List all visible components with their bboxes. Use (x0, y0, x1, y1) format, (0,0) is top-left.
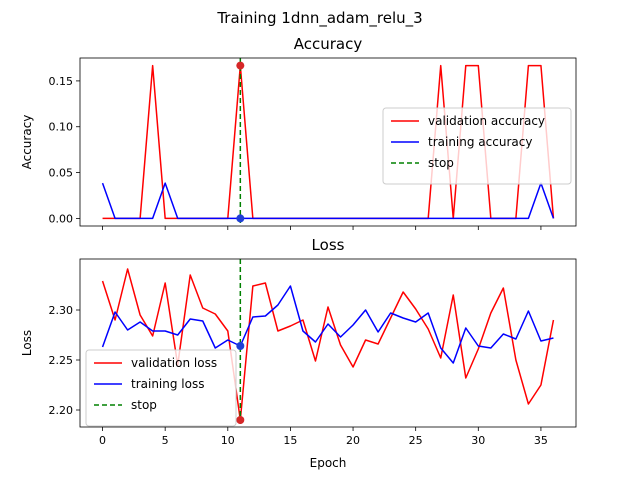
legend-entry-validation-label: validation accuracy (428, 114, 545, 128)
legend: validation loss training loss stop (85, 349, 237, 427)
panel-title: Loss (312, 236, 345, 254)
y-tick-label: 0.15 (49, 75, 74, 88)
figure-suptitle: Training 1dnn_adam_relu_3 (216, 9, 422, 28)
accuracy-panel: Accuracy Accuracy 0.00 0.05 0.10 0.15 validati… (20, 35, 577, 230)
x-tick-label: 30 (471, 434, 485, 447)
x-tick-label: 5 (162, 434, 169, 447)
panel-title: Accuracy (294, 35, 363, 53)
x-tick-label: 10 (221, 434, 235, 447)
legend-box (85, 349, 237, 427)
y-tick-label: 0.05 (49, 167, 74, 180)
legend-entry-training-label: training accuracy (428, 135, 532, 149)
y-axis-label: Loss (20, 330, 34, 356)
x-axis-label: Epoch (310, 456, 347, 470)
x-tick-label: 35 (534, 434, 548, 447)
y-tick-label: 0.10 (49, 121, 74, 134)
stop-point-marker (236, 416, 245, 424)
stop-point-marker (236, 61, 245, 70)
legend-entry-stop-label: stop (428, 156, 454, 170)
x-tick-label: 25 (409, 434, 423, 447)
series-line-training (101, 285, 554, 364)
y-tick-label: 2.30 (49, 304, 74, 317)
legend-box (382, 107, 572, 185)
legend-entry-training-label: training loss (131, 377, 204, 391)
stop-point-marker (236, 214, 245, 223)
y-tick-label: 2.20 (49, 404, 74, 417)
y-tick-label: 2.25 (49, 354, 74, 367)
y-axis-label: Accuracy (20, 115, 34, 170)
y-tick-label: 0.00 (49, 212, 74, 225)
legend-entry-stop-label: stop (131, 398, 157, 412)
x-tick-label: 20 (346, 434, 360, 447)
x-tick-label: 15 (283, 434, 297, 447)
axes-frame (79, 258, 577, 428)
axes-frame (79, 57, 577, 227)
legend: validation accuracy training accuracy stop (382, 107, 572, 185)
stop-point-marker (236, 342, 245, 350)
series-line-training (101, 182, 555, 220)
legend-entry-validation-label: validation loss (131, 356, 217, 370)
loss-panel: Loss Loss Epoch 0 5 10 15 20 25 30 35 2.20 2.25 2.30 v… (20, 236, 577, 470)
x-tick-label: 0 (99, 434, 106, 447)
